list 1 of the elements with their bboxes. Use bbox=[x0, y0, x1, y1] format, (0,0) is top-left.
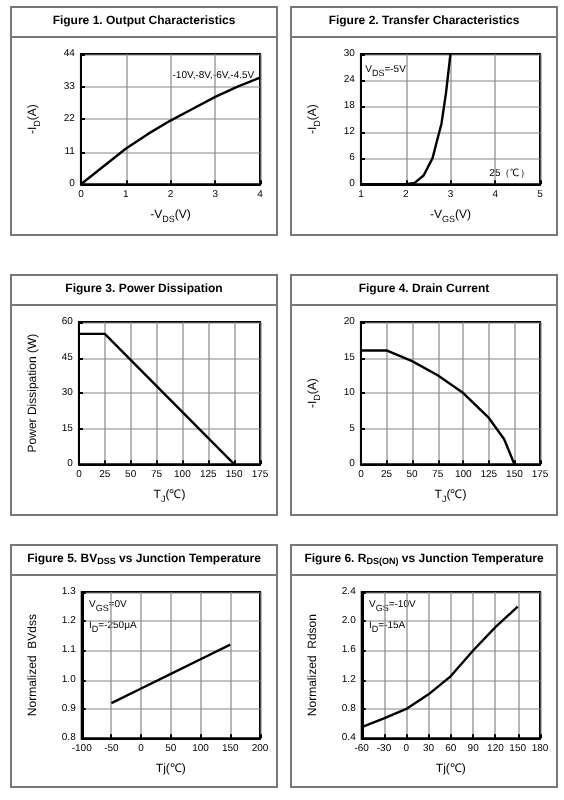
line-series bbox=[110, 643, 232, 705]
